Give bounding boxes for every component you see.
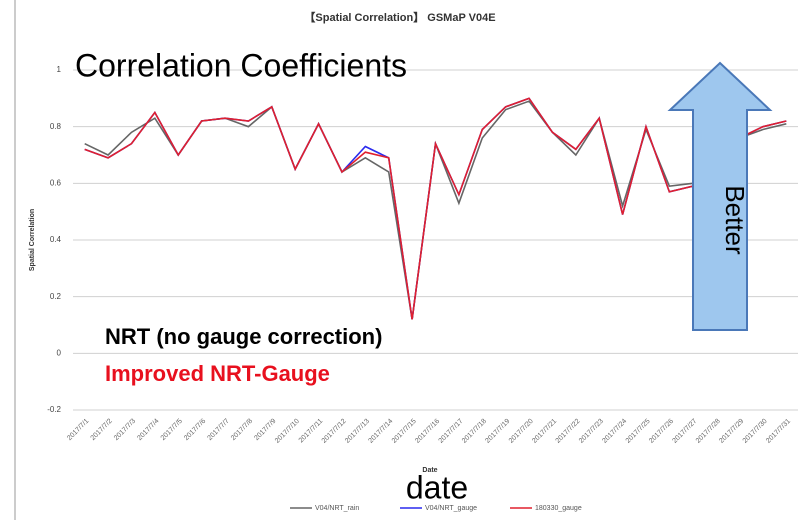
y-tick-label: 0.6 (50, 178, 62, 187)
y-tick-label: 1 (57, 65, 62, 74)
y-tick-label: 0.2 (50, 292, 62, 301)
x-tick-label: 2017/7/5 (160, 418, 184, 442)
x-tick-label: 2017/7/7 (207, 418, 231, 442)
legend-label: 180330_gauge (535, 505, 582, 512)
annotation: Correlation Coefficients (75, 47, 407, 83)
x-axis-label: Date (422, 467, 437, 474)
x-tick-label: 2017/7/6 (183, 418, 207, 442)
series-line (84, 97, 787, 320)
x-tick-label: 2017/7/9 (253, 418, 277, 442)
y-axis-label: Spatial Correlation (29, 209, 36, 271)
y-tick-label: 0 (57, 348, 62, 357)
annotation: date (406, 469, 468, 505)
series-line (84, 100, 787, 320)
x-tick-label: 2017/7/2 (90, 418, 114, 442)
y-tick-label: 0.8 (50, 122, 62, 131)
annotation: Improved NRT-Gauge (105, 361, 330, 386)
x-tick-label: 2017/7/1 (66, 418, 90, 442)
x-tick-label: 2017/7/10 (274, 418, 301, 445)
annotation: Better (720, 185, 750, 255)
x-tick-label: 2017/7/8 (230, 418, 254, 442)
x-tick-label: 2017/7/31 (765, 418, 792, 445)
legend-label: V04/NRT_gauge (425, 505, 477, 512)
x-tick-label: 2017/7/3 (113, 418, 137, 442)
chart-title: 【Spatial Correlation】 GSMaP V04E (304, 11, 495, 24)
y-tick-label: -0.2 (47, 405, 61, 414)
y-tick-label: 0.4 (50, 235, 62, 244)
better-arrow (667, 61, 773, 331)
legend-label: V04/NRT_rain (315, 505, 359, 512)
series-line (84, 97, 787, 320)
annotation: NRT (no gauge correction) (105, 324, 382, 349)
x-tick-label: 2017/7/4 (136, 418, 160, 442)
